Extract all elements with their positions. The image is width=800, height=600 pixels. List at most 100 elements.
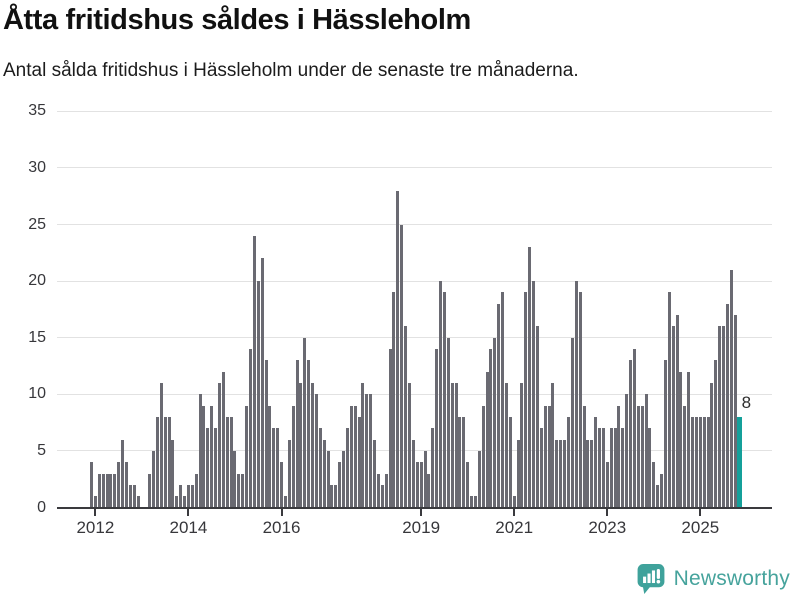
bar <box>342 450 346 508</box>
bar <box>276 428 280 508</box>
bar <box>186 484 190 508</box>
gridline <box>57 393 772 395</box>
x-axis-tick <box>699 508 702 516</box>
bar <box>493 337 497 508</box>
x-axis-tick <box>94 508 97 516</box>
bar <box>326 450 330 508</box>
bar <box>117 462 121 508</box>
bar <box>671 326 675 508</box>
x-axis-label: 2025 <box>681 518 720 537</box>
chart-subtitle: Antal sålda fritidshus i Hässleholm unde… <box>3 60 579 81</box>
bar <box>229 416 233 508</box>
bar <box>408 382 411 508</box>
bar <box>578 292 582 508</box>
y-axis-label: 5 <box>37 441 46 459</box>
bar <box>660 473 664 508</box>
bar <box>388 349 392 508</box>
bar <box>652 462 656 508</box>
bar <box>694 416 698 508</box>
bar <box>644 394 648 508</box>
x-axis-label: 2021 <box>495 518 534 537</box>
bar <box>555 439 559 508</box>
bar <box>458 416 462 508</box>
bar <box>369 394 373 508</box>
brand-name: Newsworthy <box>673 567 790 590</box>
bar <box>574 281 578 508</box>
bar <box>477 450 481 508</box>
bar <box>508 416 512 508</box>
bar <box>334 484 338 508</box>
bar <box>598 428 602 508</box>
y-axis-label: 30 <box>28 158 46 176</box>
bar <box>702 416 706 508</box>
gridline <box>57 110 772 112</box>
bar <box>287 439 291 508</box>
bar <box>272 428 276 508</box>
bar <box>163 416 167 508</box>
bar <box>345 428 349 508</box>
x-axis-tick <box>420 508 423 516</box>
bar <box>179 484 183 508</box>
bar <box>485 371 489 508</box>
bar <box>656 484 660 508</box>
bar <box>121 439 125 508</box>
bar <box>524 292 528 508</box>
bar <box>512 496 516 508</box>
bar <box>648 428 652 508</box>
bar <box>376 473 380 508</box>
bar <box>256 281 260 508</box>
bar <box>667 292 671 508</box>
bar <box>217 382 221 508</box>
bar <box>601 428 605 508</box>
x-axis-label: 2016 <box>262 518 301 537</box>
bar <box>214 428 218 508</box>
bar <box>722 326 726 508</box>
bar <box>194 473 198 508</box>
x-axis-line <box>57 506 772 509</box>
bar <box>105 473 109 508</box>
bar <box>725 303 729 508</box>
bar <box>706 416 710 508</box>
highlighted-bar <box>736 416 742 508</box>
newsworthy-logo-icon <box>637 564 665 594</box>
bar <box>470 496 474 508</box>
bar <box>198 394 202 508</box>
bar <box>691 416 695 508</box>
bar <box>314 394 318 508</box>
bar <box>159 382 163 508</box>
bar <box>714 360 718 508</box>
bar <box>698 416 702 508</box>
bar <box>183 496 187 508</box>
bar <box>547 405 551 508</box>
y-axis-label: 15 <box>28 328 46 346</box>
bar <box>318 428 322 508</box>
bar <box>295 360 299 508</box>
bar <box>167 416 171 508</box>
bar <box>322 439 326 508</box>
bar <box>532 281 536 508</box>
bar <box>357 416 361 508</box>
bar <box>365 394 369 508</box>
bar <box>361 382 365 508</box>
x-axis-label: 2019 <box>402 518 441 537</box>
x-axis-label: 2012 <box>76 518 115 537</box>
bar <box>128 484 132 508</box>
bar <box>415 462 419 508</box>
bar <box>109 473 113 508</box>
bar <box>152 450 156 508</box>
y-axis-label: 35 <box>28 102 46 120</box>
bar <box>349 405 353 508</box>
bar <box>249 349 252 508</box>
gridline <box>57 224 772 225</box>
bar <box>613 428 617 508</box>
bar <box>481 405 485 508</box>
bar <box>632 349 636 508</box>
bar <box>252 235 256 508</box>
bar <box>539 428 543 508</box>
bar <box>435 349 439 508</box>
bar <box>617 405 621 508</box>
bar <box>90 462 93 508</box>
bar <box>551 382 555 508</box>
bar <box>590 439 594 508</box>
